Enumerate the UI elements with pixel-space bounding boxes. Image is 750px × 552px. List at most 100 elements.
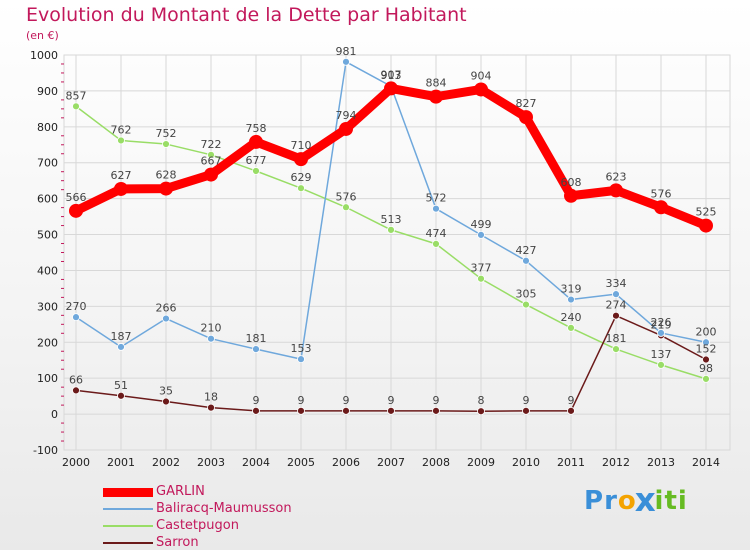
data-label: 752 [156,127,177,140]
data-point [612,290,620,299]
data-label: 904 [471,69,492,82]
data-label: 377 [471,262,492,275]
data-point [702,355,710,364]
data-point [207,150,215,159]
legend-label: Sarron [156,535,199,550]
y-tick-label: 200 [37,336,58,349]
axis-layer: -100 0 100 200 300 400 500 600 700 800 900 1000 2000… [30,49,720,469]
data-point [342,203,350,212]
data-point [432,406,440,415]
data-label: 710 [291,139,312,152]
legend-swatch [103,487,153,497]
data-label: 628 [156,169,177,182]
data-label: 270 [66,300,87,313]
data-label: 525 [696,206,717,219]
data-label: 981 [336,45,357,58]
data-label: 18 [204,391,218,404]
series-layer [69,57,713,416]
data-point [159,181,173,196]
y-tick-label: 700 [37,157,58,170]
x-tick-label: 2006 [332,456,360,469]
y-tick-label: 400 [37,264,58,277]
legend: GARLIN Baliracq-Maumusson Castetpugon Sarro… [103,484,363,552]
data-point [297,184,305,193]
data-label: 35 [159,385,173,398]
y-tick-label: 0 [51,408,58,421]
data-point [432,239,440,248]
data-label: 794 [336,109,357,122]
data-label: 9 [388,394,395,407]
data-label: 9 [433,394,440,407]
data-label: 576 [336,190,357,203]
data-label: 274 [606,299,627,312]
legend-label: Castetpugon [156,518,239,533]
data-point [522,406,530,415]
data-label: 576 [651,187,672,200]
data-label: 623 [606,170,627,183]
legend-label: Baliracq-Maumusson [156,501,292,516]
data-label: 181 [246,332,267,345]
data-point [117,136,125,145]
data-label: 608 [561,176,582,189]
data-label: 98 [699,362,713,375]
data-point [477,407,485,416]
data-point [342,406,350,415]
data-point [249,134,263,149]
data-label: 210 [201,322,222,335]
data-label: 572 [426,192,447,205]
data-label: 907 [381,68,402,81]
legend-swatch [103,542,153,544]
legend-item: Baliracq-Maumusson [103,501,363,518]
data-point [384,81,398,96]
data-point [72,102,80,111]
chart-subtitle: (en €) [26,29,59,42]
data-label: 66 [69,373,83,386]
x-tick-label: 2002 [152,456,180,469]
legend-item: Sarron [103,535,363,552]
data-label: 667 [201,155,222,168]
data-point [339,121,353,136]
logo-letter: r [604,486,618,516]
logo-letter: i [677,486,688,516]
x-tick-label: 2005 [287,456,315,469]
data-point [72,313,80,322]
data-point [117,343,125,351]
data-point [432,204,440,213]
data-label: 762 [111,123,132,136]
x-tick-label: 2004 [242,456,270,469]
data-point [387,225,395,234]
data-label: 499 [471,218,492,231]
data-point [294,152,308,167]
data-point [699,218,713,233]
data-label: 677 [246,154,267,167]
data-label: 9 [298,394,305,407]
logo-letter: t [664,486,678,516]
label-layer: 566 627 628 667 758 710 794 907 884 904 827 608 623 5… [66,45,717,407]
data-label: 629 [291,171,312,184]
x-tick-label: 2013 [647,456,675,469]
data-point [252,167,260,175]
data-label: 913 [381,69,402,82]
chart-title: Evolution du Montant de la Dette par Hab… [26,4,467,26]
data-label: 137 [651,348,672,361]
y-tick-label: 100 [37,372,58,385]
x-tick-label: 2000 [62,456,90,469]
data-label: 219 [651,318,672,331]
data-label: 9 [523,394,530,407]
data-point [702,374,710,383]
y-tick-label: 1000 [30,49,58,62]
data-label: 9 [343,394,350,407]
data-label: 152 [696,343,717,356]
data-label: 857 [66,89,87,102]
data-point [207,403,215,412]
data-point [207,334,215,343]
proxiti-logo: Proxiti [584,482,688,520]
data-label: 9 [568,394,575,407]
data-point [477,231,485,239]
data-label: 200 [696,325,717,338]
data-point [252,345,260,353]
x-tick-label: 2007 [377,456,405,469]
data-point [429,89,443,104]
data-point [114,181,128,196]
data-point [162,397,170,406]
